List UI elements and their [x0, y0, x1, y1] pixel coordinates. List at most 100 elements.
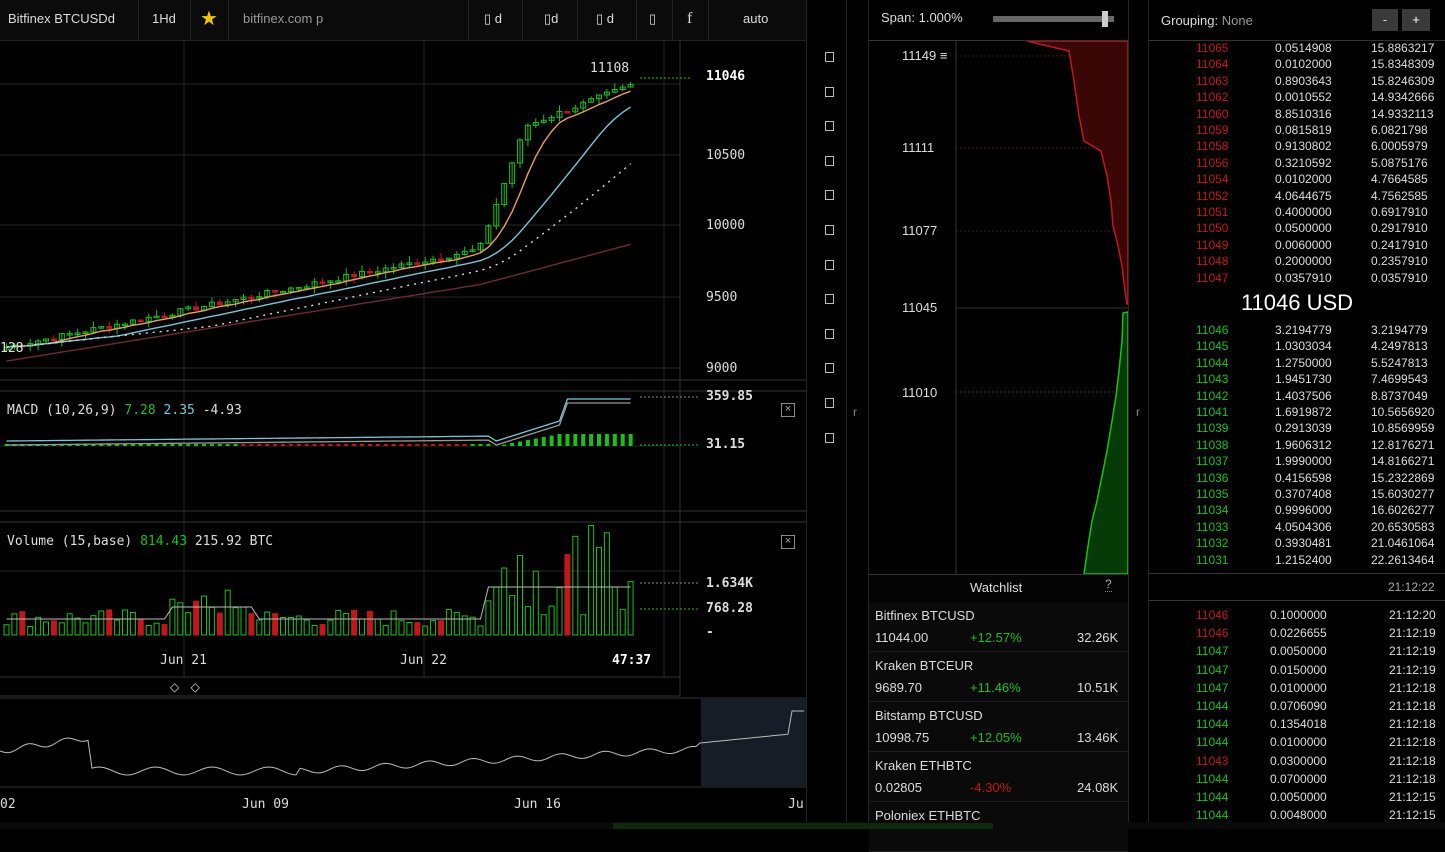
toolbar-button-f[interactable]: f: [687, 10, 693, 27]
bid-row[interactable]: 11044 1.2750000 5.5247813: [1150, 356, 1445, 372]
ask-row[interactable]: 11062 0.0010552 14.9342666: [1150, 90, 1445, 106]
ask-row[interactable]: 11054 0.0102000 4.7664585: [1150, 172, 1445, 188]
collapse-left-handle[interactable]: r: [853, 405, 857, 419]
ask-row[interactable]: 11063 0.8903643 15.8246309: [1150, 74, 1445, 90]
volume-bar: [153, 622, 160, 636]
bid-row[interactable]: 11039 0.2913039 10.8569959: [1150, 421, 1445, 437]
ask-row[interactable]: 11059 0.0815819 6.0821798: [1150, 123, 1445, 139]
bid-row[interactable]: 11034 0.9996000 16.6026277: [1150, 503, 1445, 519]
ask-row[interactable]: 11052 4.0644675 4.7562585: [1150, 189, 1445, 205]
toolbar-button-2[interactable]: ▯d: [544, 11, 559, 26]
macd-close-icon[interactable]: ×: [781, 403, 795, 417]
trade-row: 11043 0.0300000 21:12:18: [1150, 754, 1445, 770]
candle-body: [493, 204, 500, 227]
volume-bar: [58, 622, 65, 636]
grouping-increase-button[interactable]: +: [1402, 9, 1430, 31]
square-icon[interactable]: [825, 294, 834, 305]
trade-amount: 0.0706090: [1270, 699, 1327, 713]
ask-row[interactable]: 11064 0.0102000 15.8348309: [1150, 57, 1445, 73]
bid-row[interactable]: 11043 1.9451730 7.4699543: [1150, 372, 1445, 388]
scale-auto-button[interactable]: auto: [743, 11, 769, 26]
candle-body: [122, 323, 128, 327]
book-price: 11050: [1196, 221, 1229, 236]
candle-body: [280, 290, 286, 294]
ask-row[interactable]: 11049 0.0060000 0.2417910: [1150, 238, 1445, 254]
collapse-right-handle[interactable]: r: [1136, 405, 1140, 419]
grouping-value[interactable]: None: [1221, 13, 1253, 28]
bid-row[interactable]: 11046 3.2194779 3.2194779: [1150, 323, 1445, 339]
macd-histogram-bar: [541, 437, 546, 446]
square-icon[interactable]: [825, 328, 834, 339]
bid-row[interactable]: 11033 4.0504306 20.6530583: [1150, 520, 1445, 536]
navigator-arrows-icon[interactable]: ◇ ◇: [170, 680, 204, 694]
macd-signal-line: [6, 402, 631, 446]
bid-row[interactable]: 11041 1.6919872 10.5656920: [1150, 405, 1445, 421]
square-icon[interactable]: [825, 52, 834, 62]
bid-row[interactable]: 11031 1.2152400 22.2613464: [1150, 553, 1445, 569]
ask-row[interactable]: 11056 0.3210592 5.0875176: [1150, 156, 1445, 172]
bid-row[interactable]: 11036 0.4156598 15.2322869: [1150, 471, 1445, 487]
grouping-decrease-button[interactable]: -: [1372, 9, 1398, 31]
square-icon[interactable]: [825, 155, 834, 166]
ask-row[interactable]: 11065 0.0514908 15.8863217: [1150, 41, 1445, 57]
square-icon[interactable]: [825, 432, 834, 443]
ask-row[interactable]: 11060 8.8510316 14.9332113: [1150, 107, 1445, 123]
ask-row[interactable]: 11048 0.2000000 0.2357910: [1150, 254, 1445, 270]
bid-row[interactable]: 11037 1.9990000 14.8166271: [1150, 454, 1445, 470]
watchlist-item[interactable]: Bitstamp BTCUSD 10998.75 +12.05% 13.46K: [869, 702, 1128, 752]
bid-row[interactable]: 11038 1.9606312 12.8176271: [1150, 438, 1445, 454]
watchlist-item[interactable]: Kraken BTCEUR 9689.70 +11.46% 10.51K: [869, 652, 1128, 702]
watchlist-item[interactable]: Bitfinex BTCUSD 11044.00 +12.57% 32.26K: [869, 602, 1128, 652]
ask-row[interactable]: 11058 0.9130802 6.0005979: [1150, 139, 1445, 155]
toolbar-button-3[interactable]: ▯ d: [596, 11, 614, 26]
panel-divider: [846, 0, 847, 829]
square-icon[interactable]: [825, 259, 834, 270]
bid-row[interactable]: 11045 1.0303034 4.2497813: [1150, 339, 1445, 355]
bid-row[interactable]: 11032 0.3930481 21.0461064: [1150, 536, 1445, 552]
square-icon[interactable]: [825, 190, 834, 201]
square-icon[interactable]: [825, 86, 834, 97]
volume-bar: [35, 616, 42, 636]
square-icon[interactable]: [825, 225, 834, 235]
toolbar-button-4[interactable]: ▯: [649, 11, 657, 26]
volume-bar: [627, 581, 634, 636]
candle-body: [453, 253, 460, 259]
price-chart[interactable]: [0, 41, 806, 829]
bid-row[interactable]: 11035 0.3707408 15.6030277: [1150, 487, 1445, 503]
symbol-selector[interactable]: Bitfinex BTCUSDd: [8, 11, 115, 26]
divider: [1149, 40, 1445, 41]
candle-body: [485, 225, 492, 244]
depth-chart[interactable]: [869, 41, 1128, 574]
favorite-star-icon[interactable]: ★: [200, 8, 218, 30]
macd-histogram-bar: [620, 434, 625, 446]
span-slider[interactable]: [993, 11, 1114, 27]
trade-time: 21:12:19: [1389, 626, 1436, 641]
ask-row[interactable]: 11051 0.4000000 0.6917910: [1150, 205, 1445, 221]
macd-histogram-bar: [138, 444, 143, 446]
watchlist-symbol: Bitfinex BTCUSD: [875, 608, 975, 623]
span-slider-thumb[interactable]: [1102, 11, 1109, 27]
help-icon[interactable]: ?: [1105, 577, 1112, 592]
watchlist-change: +12.05%: [970, 730, 1022, 745]
navigator-date: 02: [0, 797, 16, 812]
volume-bar: [540, 614, 547, 636]
volume-close-icon[interactable]: ×: [781, 535, 795, 549]
volume-bar: [580, 614, 587, 636]
macd-histogram-bar: [391, 444, 396, 446]
book-price: 11037: [1196, 454, 1229, 469]
url-label[interactable]: bitfinex.com p: [243, 11, 324, 26]
macd-histogram-bar: [525, 440, 530, 446]
bid-row[interactable]: 11042 1.4037506 8.8737049: [1150, 389, 1445, 405]
square-icon[interactable]: [825, 398, 834, 408]
interval-selector[interactable]: 1Hd: [152, 11, 176, 26]
macd-histogram-bar: [431, 444, 436, 446]
square-icon[interactable]: [825, 121, 834, 132]
square-icon[interactable]: [825, 363, 834, 374]
navigator-window[interactable]: [701, 699, 806, 786]
volume-bar: [145, 624, 152, 636]
ask-row[interactable]: 11047 0.0357910 0.0357910: [1150, 271, 1445, 287]
ask-row[interactable]: 11050 0.0500000 0.2917910: [1150, 221, 1445, 237]
cursor-time-label: 47:37: [612, 653, 652, 668]
watchlist-item[interactable]: Kraken ETHBTC 0.02805 -4.30% 24.08K: [869, 752, 1128, 802]
toolbar-button-1[interactable]: ▯ d: [484, 11, 502, 26]
